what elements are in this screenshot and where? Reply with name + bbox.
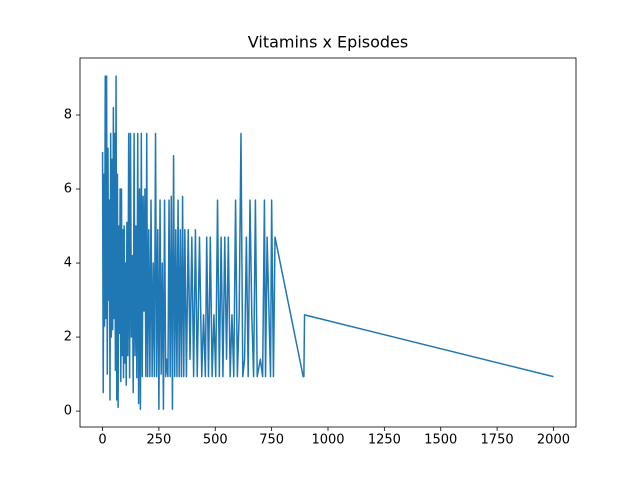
y-tick-label: 2 xyxy=(64,330,72,345)
x-tick-label: 250 xyxy=(146,433,171,448)
line xyxy=(101,75,554,410)
axes-frame xyxy=(79,57,577,428)
x-tick-label: 500 xyxy=(203,433,228,448)
x-tick-label: 2000 xyxy=(537,433,570,448)
x-tick-label: 1750 xyxy=(481,433,514,448)
y-tick-label: 0 xyxy=(64,404,72,419)
y-tick-label: 4 xyxy=(64,256,72,271)
x-tick-label: 750 xyxy=(259,433,284,448)
x-tick-label: 1250 xyxy=(368,433,401,448)
y-tick-label: 6 xyxy=(64,182,72,197)
x-tick-label: 1000 xyxy=(311,433,344,448)
chart-title: Vitamins x Episodes xyxy=(248,33,408,52)
y-tick-label: 8 xyxy=(64,107,72,122)
x-tick-label: 0 xyxy=(98,433,106,448)
x-tick-label: 1500 xyxy=(424,433,457,448)
